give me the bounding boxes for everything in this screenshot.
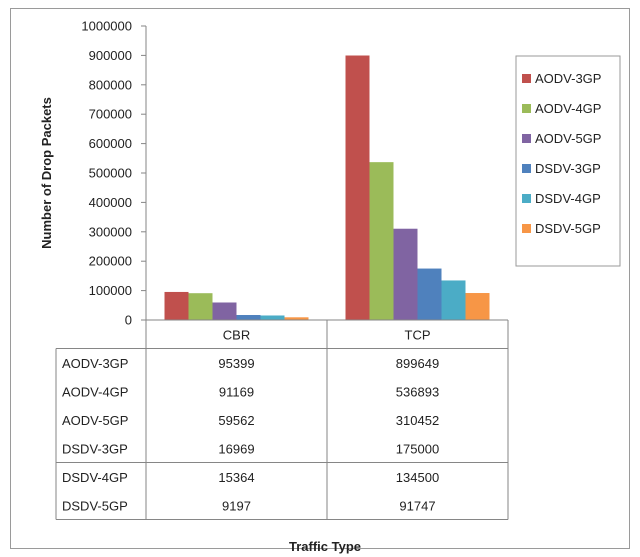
bar-dsdv-4gp-tcp — [441, 280, 466, 320]
category-label: CBR — [223, 327, 250, 342]
legend-swatch-aodv-5gp — [522, 134, 531, 143]
table-row-label: AODV-5GP — [62, 413, 128, 428]
table-cell-value: 9197 — [222, 498, 251, 513]
y-tick-label: 300000 — [89, 224, 132, 239]
bar-dsdv-5gp-cbr — [284, 317, 309, 320]
table-cell-value: 91747 — [399, 498, 435, 513]
bar-aodv-4gp-cbr — [188, 293, 213, 320]
table-cell-value: 16969 — [218, 441, 254, 456]
table-cell-value: 536893 — [396, 384, 439, 399]
y-tick-label: 500000 — [89, 166, 132, 181]
y-tick-label: 200000 — [89, 254, 132, 269]
table-cell-value: 59562 — [218, 413, 254, 428]
y-tick-label: 600000 — [89, 136, 132, 151]
bar-dsdv-3gp-tcp — [417, 268, 442, 320]
table-row-label: AODV-3GP — [62, 356, 128, 371]
table-cell-value: 175000 — [396, 441, 439, 456]
y-tick-label: 700000 — [89, 107, 132, 122]
bar-aodv-5gp-tcp — [393, 228, 418, 320]
y-tick-label: 400000 — [89, 195, 132, 210]
legend-label-aodv-5gp: AODV-5GP — [535, 131, 601, 146]
table-cell-value: 310452 — [396, 413, 439, 428]
table-row-label: DSDV-5GP — [62, 498, 128, 513]
y-tick-label: 900000 — [89, 48, 132, 63]
legend-label-aodv-3gp: AODV-3GP — [535, 71, 601, 86]
table-cell-value: 91169 — [219, 384, 254, 399]
legend-label-aodv-4gp: AODV-4GP — [535, 101, 601, 116]
bar-aodv-5gp-cbr — [212, 302, 237, 320]
bar-dsdv-5gp-tcp — [465, 293, 490, 320]
table-cell-value: 134500 — [396, 470, 439, 485]
legend-box — [515, 55, 621, 267]
y-tick-label: 800000 — [89, 77, 132, 92]
bar-aodv-3gp-cbr — [164, 291, 189, 320]
category-label: TCP — [405, 327, 431, 342]
legend-label-dsdv-5gp: DSDV-5GP — [535, 221, 601, 236]
y-axis-title: Number of Drop Packets — [39, 97, 54, 249]
legend-label-dsdv-3gp: DSDV-3GP — [535, 161, 601, 176]
table-row-label: DSDV-3GP — [62, 441, 128, 456]
bar-dsdv-3gp-cbr — [236, 315, 261, 320]
y-tick-label: 1000000 — [81, 19, 132, 34]
y-tick-label: 0 — [125, 313, 132, 328]
legend-swatch-dsdv-5gp — [522, 224, 531, 233]
table-cell-value: 15364 — [218, 470, 254, 485]
table-row-label: DSDV-4GP — [62, 470, 128, 485]
legend-swatch-dsdv-3gp — [522, 164, 531, 173]
table-cell-value: 899649 — [396, 356, 439, 371]
legend-label-dsdv-4gp: DSDV-4GP — [535, 191, 601, 206]
table-row-label: AODV-4GP — [62, 384, 128, 399]
legend-swatch-aodv-3gp — [522, 74, 531, 83]
legend-swatch-aodv-4gp — [522, 104, 531, 113]
legend-swatch-dsdv-4gp — [522, 194, 531, 203]
x-axis-title: Traffic Type — [289, 539, 361, 554]
y-tick-label: 100000 — [89, 283, 132, 298]
table-cell-value: 95399 — [218, 356, 254, 371]
bar-dsdv-4gp-cbr — [260, 315, 285, 320]
bar-aodv-3gp-tcp — [345, 55, 370, 320]
bar-aodv-4gp-tcp — [369, 162, 394, 320]
